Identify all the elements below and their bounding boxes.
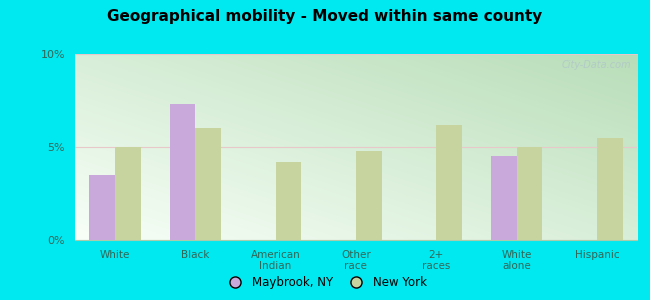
Bar	[89, 175, 115, 240]
Text: City-Data.com: City-Data.com	[562, 60, 631, 70]
Bar	[436, 125, 462, 240]
Legend: Maybrook, NY, New York: Maybrook, NY, New York	[218, 272, 432, 294]
Bar	[170, 104, 195, 240]
Bar	[276, 162, 301, 240]
Bar	[491, 156, 517, 240]
Bar	[195, 128, 221, 240]
Bar	[597, 138, 623, 240]
Bar	[517, 147, 542, 240]
Text: Geographical mobility - Moved within same county: Geographical mobility - Moved within sam…	[107, 9, 543, 24]
Bar	[115, 147, 140, 240]
Bar	[356, 151, 382, 240]
